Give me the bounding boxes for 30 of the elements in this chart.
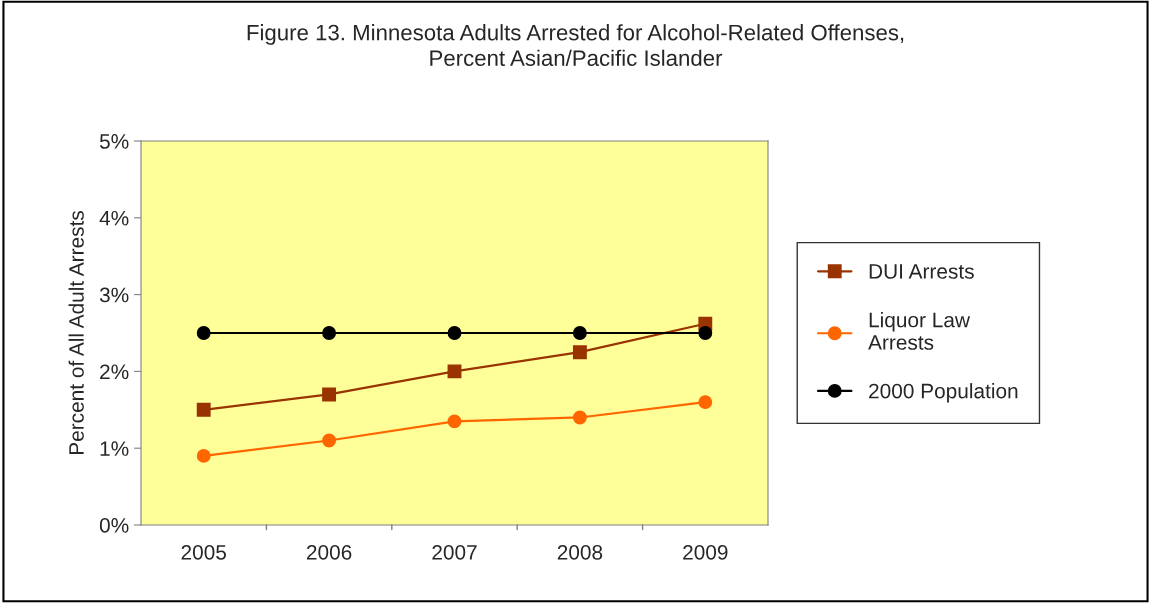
point bbox=[196, 402, 211, 417]
point bbox=[572, 410, 587, 425]
point bbox=[322, 387, 337, 402]
x-tick-label: 2009 bbox=[683, 544, 728, 560]
y-tick-label: 1% bbox=[100, 441, 129, 456]
y-tick-label: 2% bbox=[100, 364, 129, 380]
point bbox=[698, 395, 713, 410]
chart-title: Figure 13. Minnesota Adults Arrested for Alcohol-Related Offenses, Percent Asian/Pacific Islander bbox=[247, 24, 904, 66]
point bbox=[447, 326, 462, 340]
point bbox=[196, 448, 211, 463]
legend-label: Liquor Law Arrests bbox=[868, 312, 971, 350]
y-axis-title: Percent of All Adult Arrests bbox=[68, 210, 84, 455]
legend-label: DUI Arrests bbox=[869, 264, 974, 279]
y-tick-label: 5% bbox=[99, 134, 129, 149]
point bbox=[196, 326, 211, 340]
point bbox=[322, 433, 337, 448]
x-tick-label: 2007 bbox=[432, 544, 477, 560]
point bbox=[572, 326, 587, 340]
point bbox=[572, 345, 587, 360]
point bbox=[698, 326, 713, 340]
x-tick-label: 2006 bbox=[306, 544, 352, 560]
point bbox=[447, 414, 462, 429]
x-tick-label: 2008 bbox=[557, 544, 603, 560]
point bbox=[447, 364, 462, 379]
y-tick-label: 4% bbox=[99, 210, 129, 226]
y-tick-label: 3% bbox=[99, 287, 129, 303]
legend-label: 2000 Population bbox=[869, 383, 1018, 403]
x-tick-label: 2005 bbox=[181, 544, 226, 560]
point bbox=[322, 326, 337, 340]
y-tick-label: 0% bbox=[99, 518, 129, 533]
